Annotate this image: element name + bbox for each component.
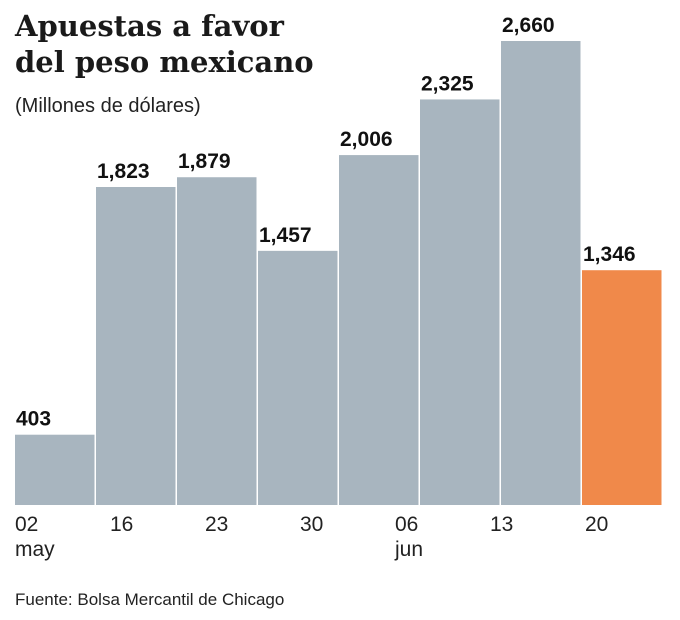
bar bbox=[15, 434, 95, 505]
chart-subtitle: (Millones de dólares) bbox=[15, 95, 201, 117]
value-label: 2,006 bbox=[340, 128, 393, 151]
bar bbox=[258, 250, 338, 505]
chart-title: Apuestas a favor bbox=[14, 9, 285, 43]
x-tick-label: 23 bbox=[205, 513, 229, 536]
value-label: 1,823 bbox=[97, 160, 150, 183]
x-tick-label: 02 may bbox=[15, 513, 55, 561]
source: Fuente: Bolsa Mercantil de Chicago bbox=[15, 590, 284, 609]
value-label: 1,346 bbox=[583, 243, 636, 266]
value-label: 2,325 bbox=[421, 72, 474, 95]
x-tick-label: 30 bbox=[300, 513, 324, 536]
value-label: 403 bbox=[16, 408, 51, 431]
value-label: 1,457 bbox=[259, 224, 312, 247]
bar bbox=[177, 177, 257, 505]
x-tick-label: 20 bbox=[585, 513, 609, 536]
bar bbox=[339, 155, 419, 505]
chart-title: del peso mexicano bbox=[15, 45, 314, 79]
x-tick-label: 13 bbox=[490, 513, 514, 536]
x-tick-label: 16 bbox=[110, 513, 134, 536]
value-label: 1,879 bbox=[178, 150, 231, 173]
bar bbox=[96, 187, 176, 506]
bar bbox=[501, 41, 581, 505]
bar bbox=[420, 99, 500, 505]
value-label: 2,660 bbox=[502, 14, 555, 37]
bar bbox=[582, 270, 662, 505]
x-tick-label: 06 jun bbox=[395, 513, 424, 561]
